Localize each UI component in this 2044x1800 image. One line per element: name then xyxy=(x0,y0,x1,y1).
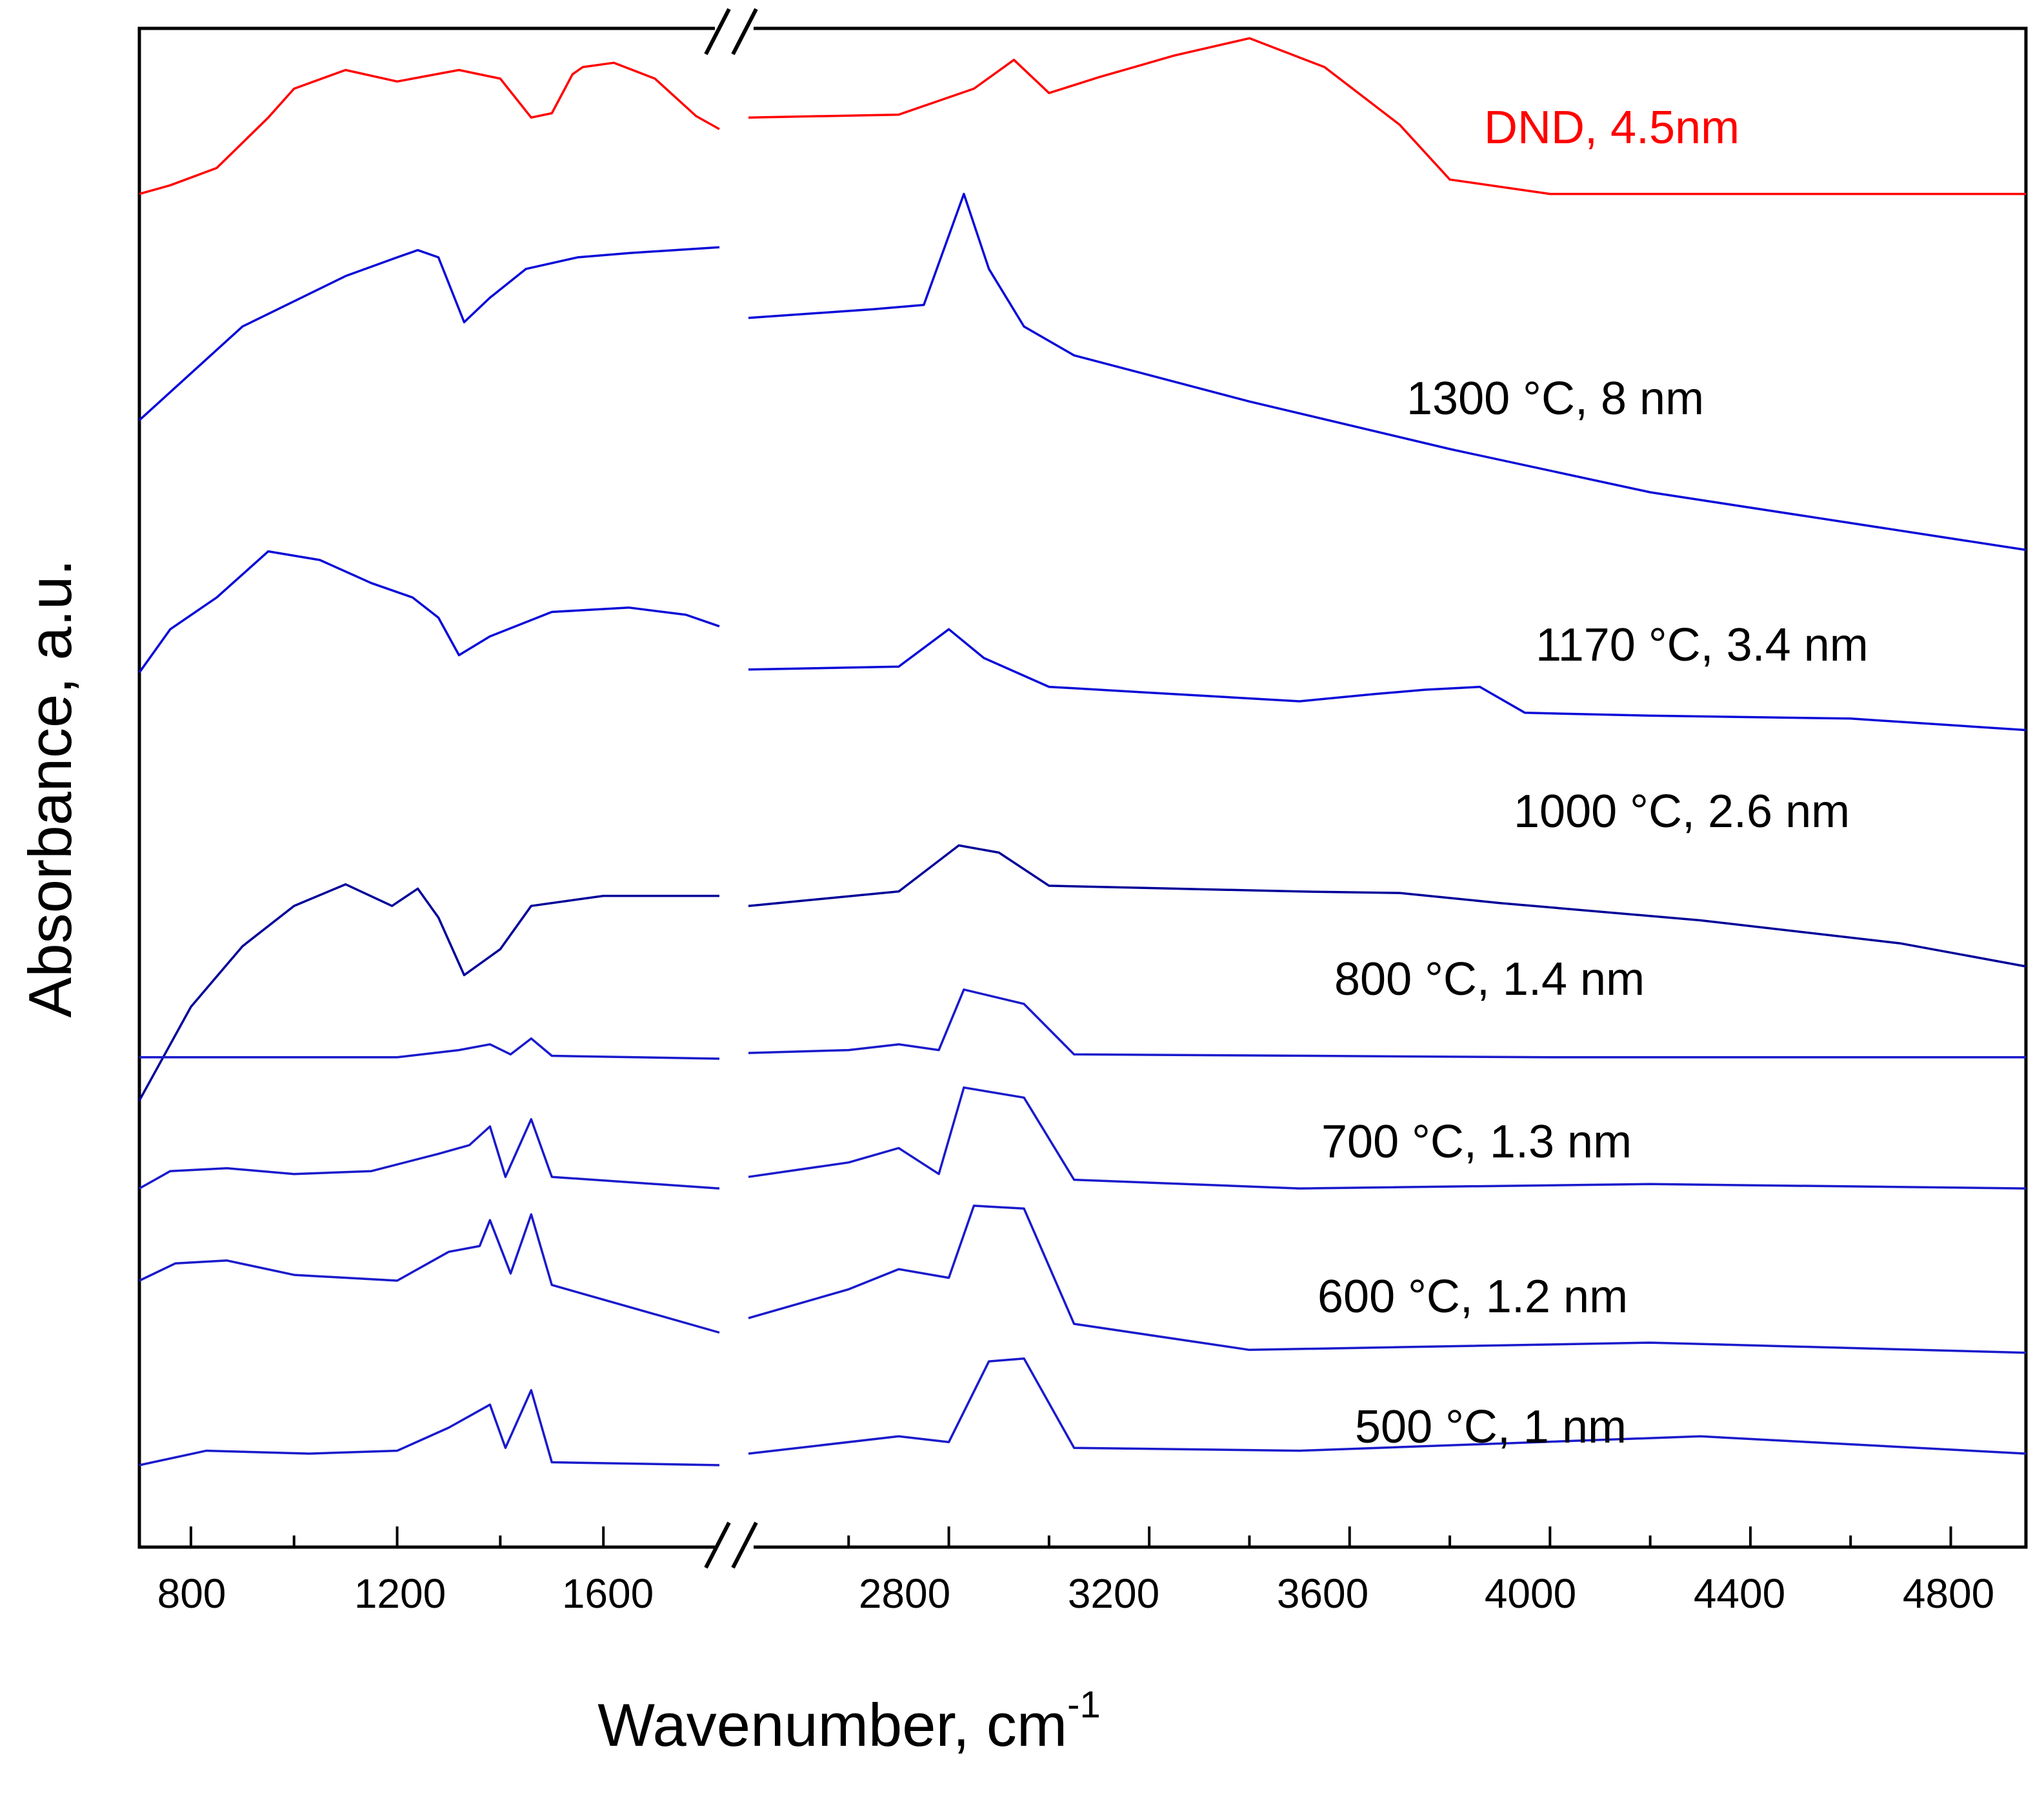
x-tick-label: 2800 xyxy=(859,1570,950,1617)
series-label-500c: 500 °C, 1 nm xyxy=(1355,1401,1627,1453)
series-line-2-right xyxy=(748,628,2027,732)
x-tick-labels: 800 1200 1600 2800 3200 3600 4000 4400 4… xyxy=(157,1570,1995,1617)
series-label-700c: 700 °C, 1.3 nm xyxy=(1321,1116,1632,1168)
series-line-0-left xyxy=(139,61,720,195)
plot-frame xyxy=(137,26,2028,1549)
x-axis-ticks xyxy=(189,1526,1952,1547)
series-line-7-left xyxy=(139,1389,720,1466)
x-tick-label: 1600 xyxy=(562,1570,654,1617)
series-line-4-right xyxy=(748,988,2026,1059)
x-tick-label: 4400 xyxy=(1694,1570,1785,1617)
x-tick-label: 4000 xyxy=(1485,1570,1576,1617)
series-line-1-right xyxy=(748,192,2027,552)
series-line-5-right xyxy=(748,1086,2027,1190)
series-label-dnd: DND, 4.5nm xyxy=(1484,102,1739,154)
series-line-5-left xyxy=(139,1118,720,1190)
series-label-600c: 600 °C, 1.2 nm xyxy=(1318,1271,1628,1323)
series-line-3-left xyxy=(138,883,719,1101)
series-label-1000c: 1000 °C, 2.6 nm xyxy=(1514,786,1850,837)
x-axis-title-superscript: -1 xyxy=(1067,1684,1101,1726)
series-line-6-right xyxy=(748,1205,2027,1354)
series-line-4-left xyxy=(139,1037,720,1060)
series-line-0-right xyxy=(748,37,2026,195)
series-line-6-left xyxy=(139,1213,720,1334)
series-line-2-left xyxy=(138,550,720,674)
x-tick-label: 1200 xyxy=(354,1570,446,1617)
x-tick-label: 800 xyxy=(157,1570,226,1617)
x-axis-title: Wavenumber, cm-1 xyxy=(597,1684,1100,1759)
series-group xyxy=(138,37,2027,1466)
series-labels: DND, 4.5nm 1300 °C, 8 nm 1170 °C, 3.4 nm… xyxy=(1318,102,1869,1453)
series-line-7-right xyxy=(748,1357,2027,1455)
axis-break-marks-top xyxy=(704,8,758,55)
series-label-1170c: 1170 °C, 3.4 nm xyxy=(1536,619,1869,671)
series-line-1-left xyxy=(138,246,720,421)
series-line-3-right xyxy=(748,844,2027,968)
y-axis-title: Absorbance, a.u. xyxy=(16,559,84,1018)
x-tick-label: 3600 xyxy=(1277,1570,1368,1617)
x-tick-label: 4800 xyxy=(1903,1570,1994,1617)
x-tick-label: 3200 xyxy=(1068,1570,1159,1617)
series-label-1300c: 1300 °C, 8 nm xyxy=(1407,373,1704,425)
axis-break-marks-bottom xyxy=(704,1521,758,1569)
series-label-800c: 800 °C, 1.4 nm xyxy=(1334,954,1645,1005)
